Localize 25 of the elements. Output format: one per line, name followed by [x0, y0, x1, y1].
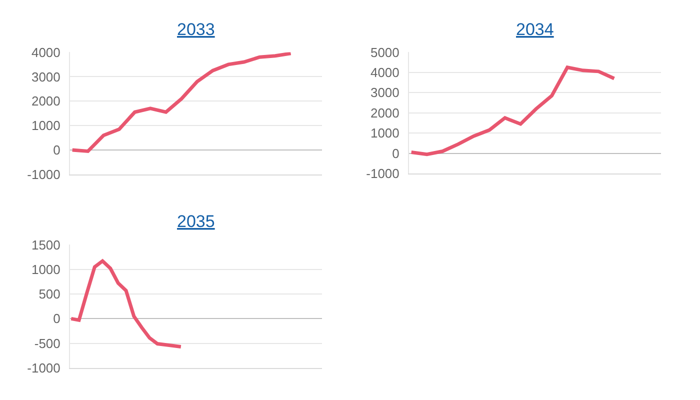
- line-series: [70, 259, 183, 348]
- chart-title: 2034: [516, 20, 554, 39]
- y-tick-label: 5000: [370, 44, 400, 60]
- chart-title: 2035: [177, 212, 215, 231]
- y-tick-label: 0: [53, 311, 60, 326]
- y-tick-label: 1000: [31, 118, 60, 134]
- y-tick-label: 4000: [31, 44, 60, 60]
- y-tick-label: -500: [34, 336, 60, 351]
- y-tick-label: 3000: [31, 69, 60, 84]
- line-series: [410, 66, 616, 156]
- y-tick-label: 500: [38, 286, 60, 302]
- y-tick-label: 0: [392, 146, 400, 161]
- y-tick-label: 0: [53, 142, 60, 158]
- y-tick-label: 2000: [370, 105, 400, 120]
- line-series: [70, 52, 293, 153]
- y-tick-label: 2000: [31, 94, 60, 109]
- y-tick-label: -1000: [366, 166, 400, 182]
- y-tick-label: 1000: [31, 262, 60, 277]
- y-tick-label: -1000: [27, 167, 60, 182]
- y-tick-label: -1000: [27, 360, 60, 376]
- chart-title: 2033: [177, 20, 215, 39]
- y-tick-label: 4000: [370, 65, 400, 80]
- y-tick-label: 3000: [370, 85, 400, 100]
- y-tick-label: 1000: [370, 126, 400, 141]
- y-tick-label: 1500: [31, 237, 60, 252]
